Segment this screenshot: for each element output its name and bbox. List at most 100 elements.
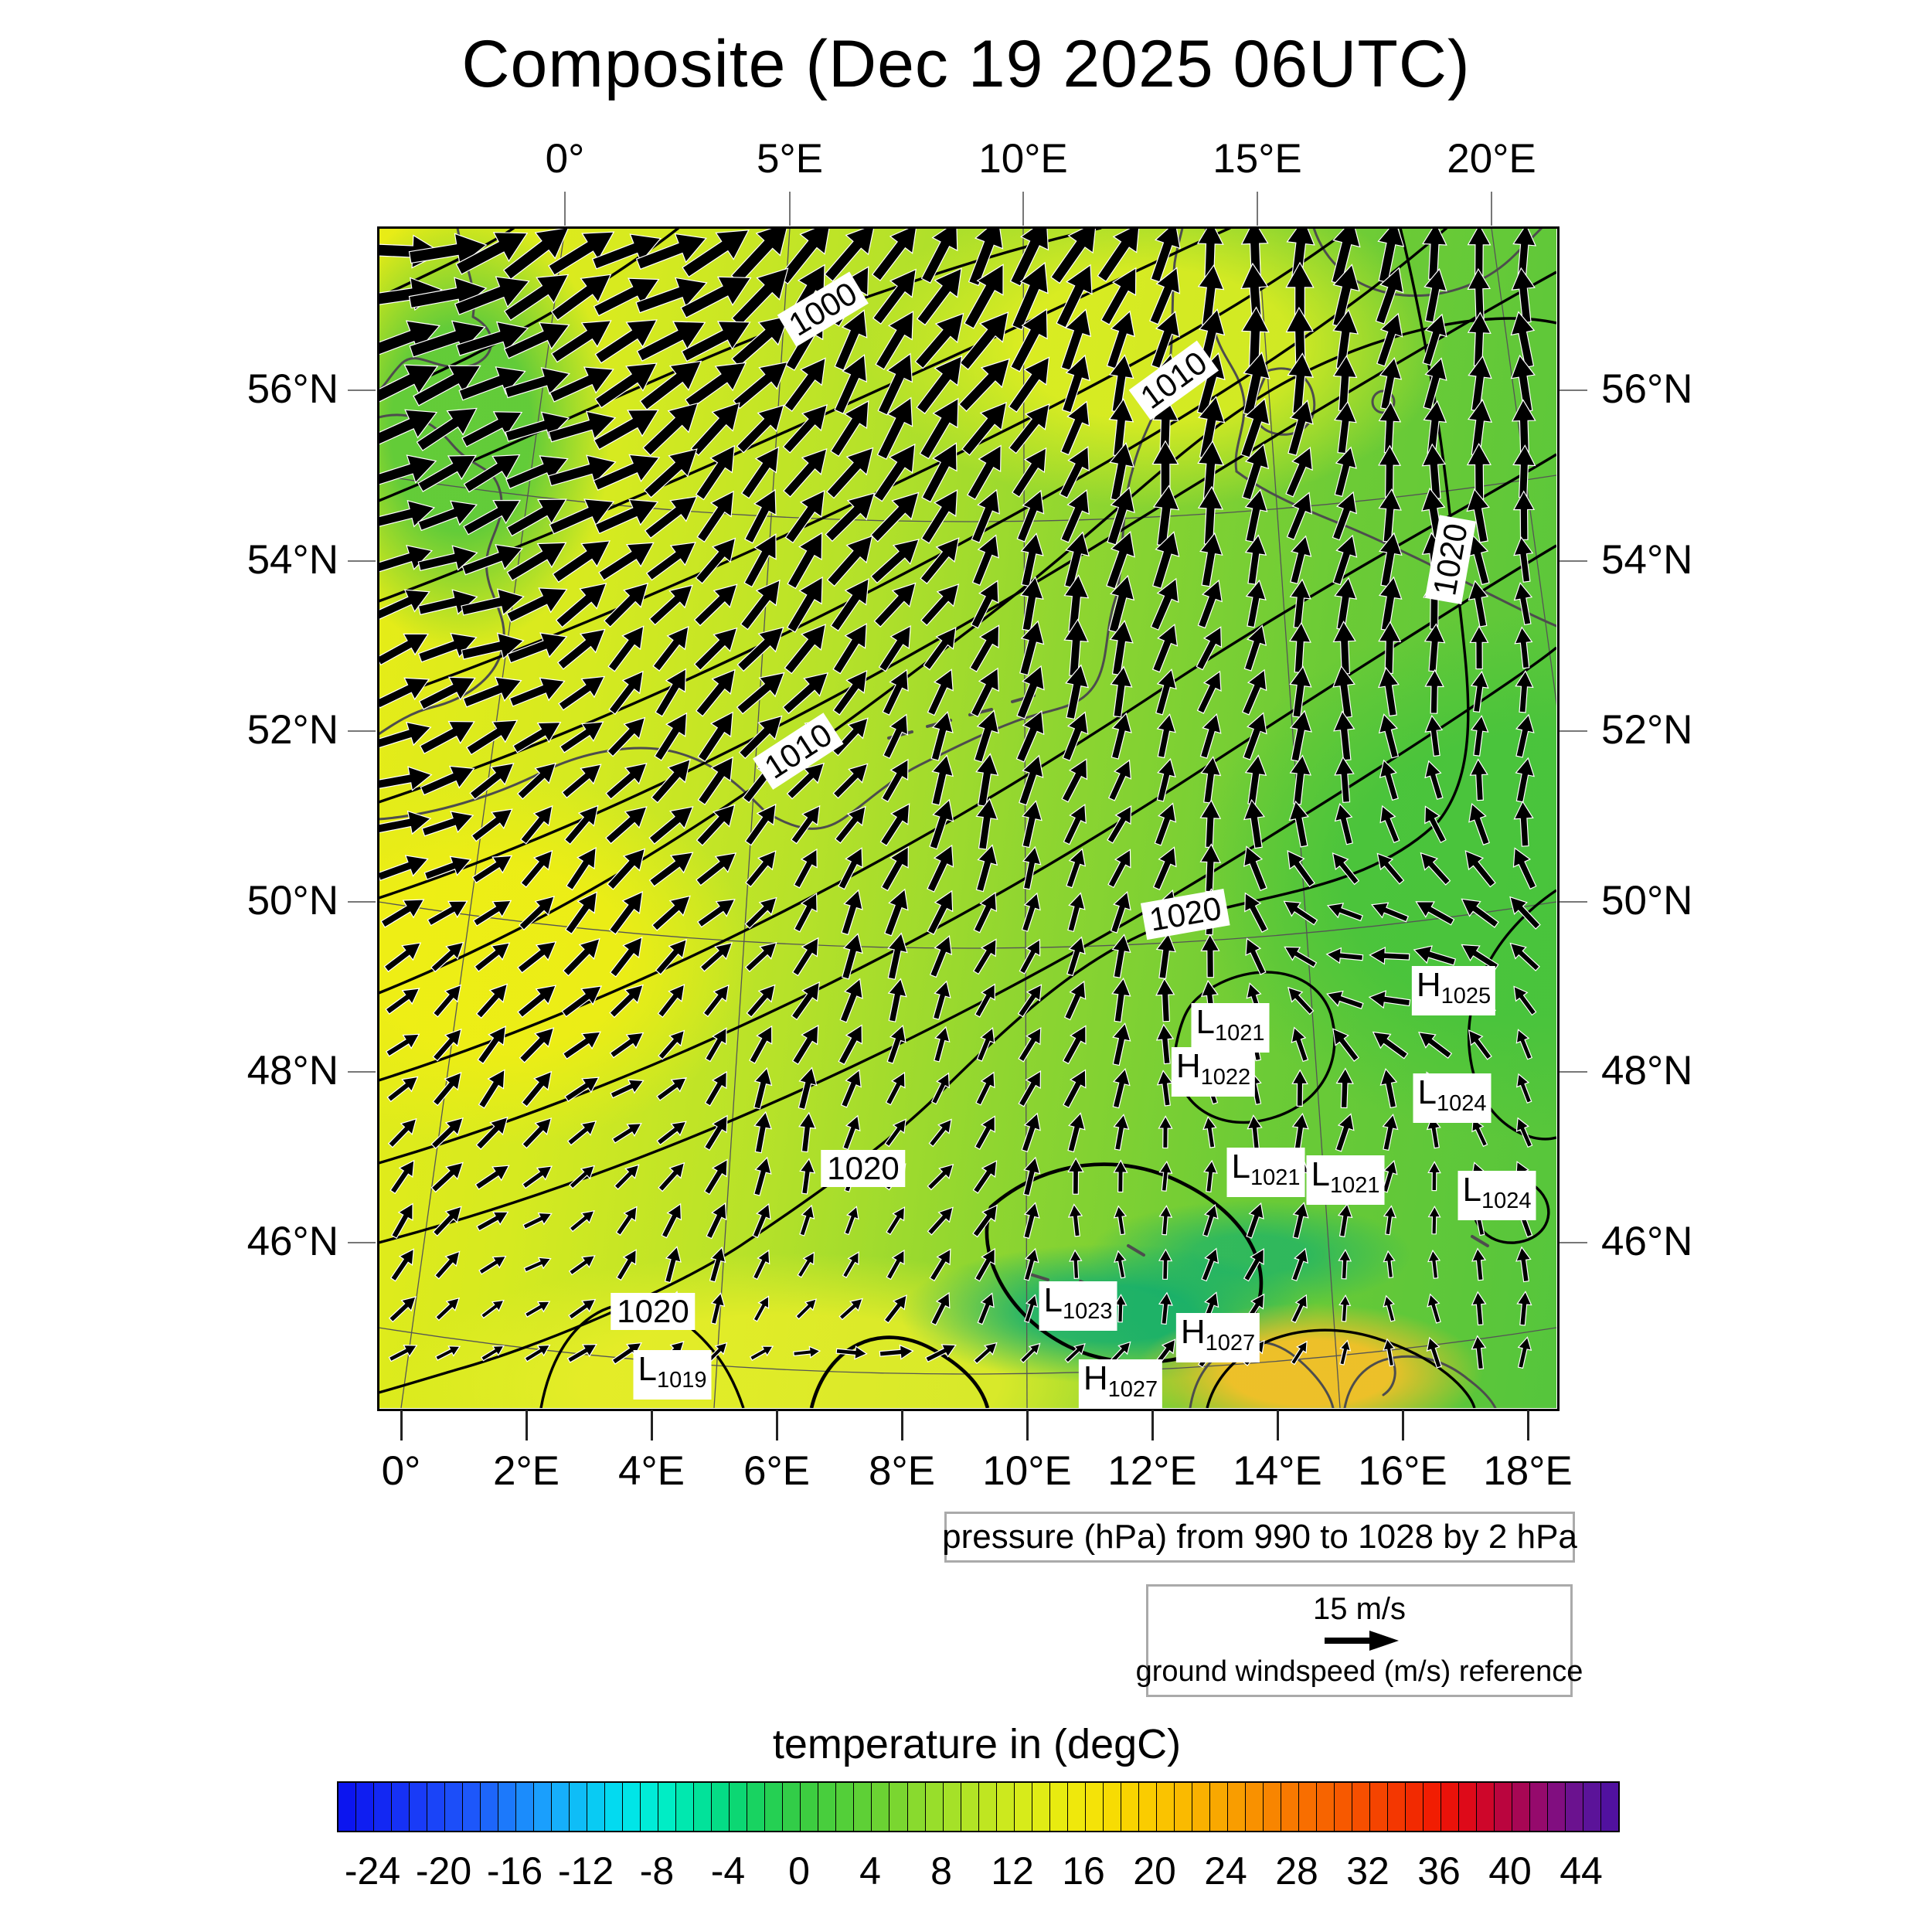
- wind-arrow: [1024, 1294, 1039, 1324]
- wind-arrow: [1063, 980, 1087, 1021]
- wind-arrow: [379, 544, 434, 573]
- wind-arrow: [1023, 1202, 1040, 1240]
- colorbar-segment: [1049, 1783, 1068, 1831]
- wind-arrow: [930, 1291, 951, 1326]
- wind-arrow: [1158, 1205, 1173, 1236]
- wind-arrow: [1241, 668, 1267, 716]
- wind-arrow: [872, 268, 917, 325]
- wind-arrow: [474, 942, 511, 972]
- wind-arrow: [879, 1344, 914, 1360]
- wind-arrow: [1056, 264, 1093, 328]
- wind-arrow: [838, 1298, 863, 1321]
- wind-arrow: [795, 1298, 818, 1320]
- wind-arrow: [385, 988, 420, 1015]
- wind-arrow: [607, 625, 645, 672]
- wind-arrow: [1468, 580, 1489, 628]
- wind-arrow: [1335, 1113, 1355, 1152]
- wind-arrow: [1060, 308, 1092, 372]
- wind-arrow: [1069, 1249, 1083, 1280]
- wind-arrow: [466, 719, 519, 756]
- wind-arrow: [418, 676, 476, 710]
- wind-arrow: [1513, 536, 1534, 583]
- wind-arrow: [379, 810, 432, 835]
- colorbar-segment: [1601, 1783, 1619, 1831]
- wind-arrow: [830, 400, 869, 457]
- wind-arrow: [974, 1115, 995, 1151]
- wind-arrow: [389, 1159, 415, 1195]
- wind-arrow: [920, 583, 960, 627]
- pressure-center-low: L1021: [1306, 1155, 1385, 1205]
- wind-arrow: [682, 230, 750, 278]
- colorbar-segment: [747, 1783, 766, 1831]
- wind-arrow: [1150, 228, 1181, 283]
- wind-arrow: [705, 1027, 727, 1063]
- wind-arrow: [413, 365, 481, 406]
- colorbar-segment: [1245, 1783, 1264, 1831]
- wind-arrow: [921, 442, 957, 503]
- wind-arrow: [1335, 1067, 1354, 1109]
- wind-arrow: [1018, 1070, 1042, 1107]
- wind-arrow: [1246, 1202, 1264, 1239]
- wind-arrow: [434, 1345, 461, 1361]
- axis-label-lat-right: 56°N: [1601, 366, 1693, 412]
- wind-arrow: [1292, 1202, 1309, 1240]
- wind-arrow: [877, 352, 913, 416]
- wind-arrow: [927, 668, 954, 716]
- wind-arrow: [1464, 850, 1496, 888]
- wind-arrow: [1287, 850, 1315, 888]
- colorbar-segment: [818, 1783, 837, 1831]
- wind-arrow: [1021, 892, 1041, 933]
- wind-arrow: [658, 1029, 685, 1060]
- wind-arrow: [695, 444, 736, 501]
- axis-tick: [1491, 192, 1492, 226]
- wind-arrow: [1382, 1114, 1399, 1151]
- wind-arrow: [1111, 712, 1132, 760]
- wind-arrow: [1334, 756, 1355, 804]
- wind-arrow: [696, 852, 737, 886]
- wind-arrow: [1100, 267, 1137, 325]
- wind-arrow: [416, 407, 478, 451]
- wind-arrow: [506, 542, 567, 582]
- pressure-center-value: 1021: [1214, 1021, 1265, 1046]
- wind-reference-box: 15 m/s ground windspeed (m/s) reference: [1136, 1584, 1583, 1697]
- wind-arrow: [969, 624, 1000, 672]
- wind-arrow: [1383, 1205, 1397, 1236]
- wind-arrow: [523, 1257, 552, 1273]
- colorbar-segment: [996, 1783, 1015, 1831]
- wind-arrow: [648, 806, 694, 845]
- wind-arrow: [1017, 984, 1043, 1018]
- wind-arrow: [1283, 900, 1318, 926]
- wind-arrow: [1245, 937, 1267, 975]
- wind-arrow: [927, 844, 954, 893]
- wind-arrow: [1332, 534, 1358, 586]
- pressure-center-high: H1027: [1175, 1313, 1260, 1362]
- wind-arrow: [740, 579, 781, 631]
- wind-arrow: [923, 627, 957, 671]
- wind-arrow: [609, 936, 643, 978]
- wind-arrow: [655, 938, 688, 975]
- axis-label-lat-left: 54°N: [247, 537, 338, 583]
- wind-arrow: [1515, 1029, 1533, 1060]
- wind-arrow: [645, 542, 696, 581]
- wind-arrow: [1469, 758, 1488, 801]
- wind-arrow: [462, 676, 522, 708]
- wind-arrow: [611, 1342, 642, 1365]
- wind-arrow: [693, 627, 738, 671]
- wind-arrow: [1158, 1115, 1173, 1149]
- wind-arrow: [1151, 623, 1179, 673]
- wind-arrow: [657, 984, 685, 1019]
- wind-arrow: [417, 545, 478, 572]
- wind-arrow: [1461, 944, 1499, 971]
- wind-arrow: [566, 847, 597, 891]
- wind-arrow: [1287, 400, 1314, 456]
- pressure-caption-text: pressure (hPa) from 990 to 1028 by 2 hPa: [942, 1518, 1577, 1556]
- axis-tick: [1560, 901, 1587, 903]
- axis-tick: [400, 1410, 403, 1440]
- wind-arrow: [524, 1301, 551, 1318]
- wind-arrow: [461, 543, 523, 576]
- wind-arrow: [1515, 670, 1534, 713]
- colorbar-segment: [356, 1783, 375, 1831]
- axis-label-lat-left: 46°N: [247, 1219, 338, 1264]
- colorbar-segment: [1103, 1783, 1121, 1831]
- wind-arrow: [1063, 1069, 1087, 1109]
